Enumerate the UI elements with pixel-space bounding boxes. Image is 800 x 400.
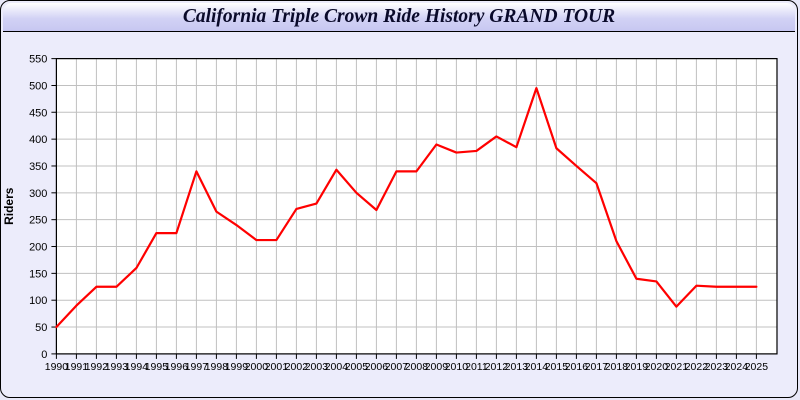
svg-text:350: 350 (29, 161, 47, 173)
svg-text:0: 0 (41, 349, 47, 361)
svg-text:300: 300 (29, 188, 47, 200)
svg-text:2025: 2025 (745, 362, 768, 373)
svg-text:200: 200 (29, 242, 47, 254)
svg-text:550: 550 (29, 54, 47, 66)
svg-text:150: 150 (29, 269, 47, 281)
svg-text:500: 500 (29, 81, 47, 93)
svg-text:50: 50 (35, 322, 47, 334)
svg-text:450: 450 (29, 108, 47, 120)
svg-text:250: 250 (29, 215, 47, 227)
svg-text:100: 100 (29, 296, 47, 308)
svg-text:400: 400 (29, 135, 47, 147)
svg-text:Riders: Riders (2, 188, 16, 226)
